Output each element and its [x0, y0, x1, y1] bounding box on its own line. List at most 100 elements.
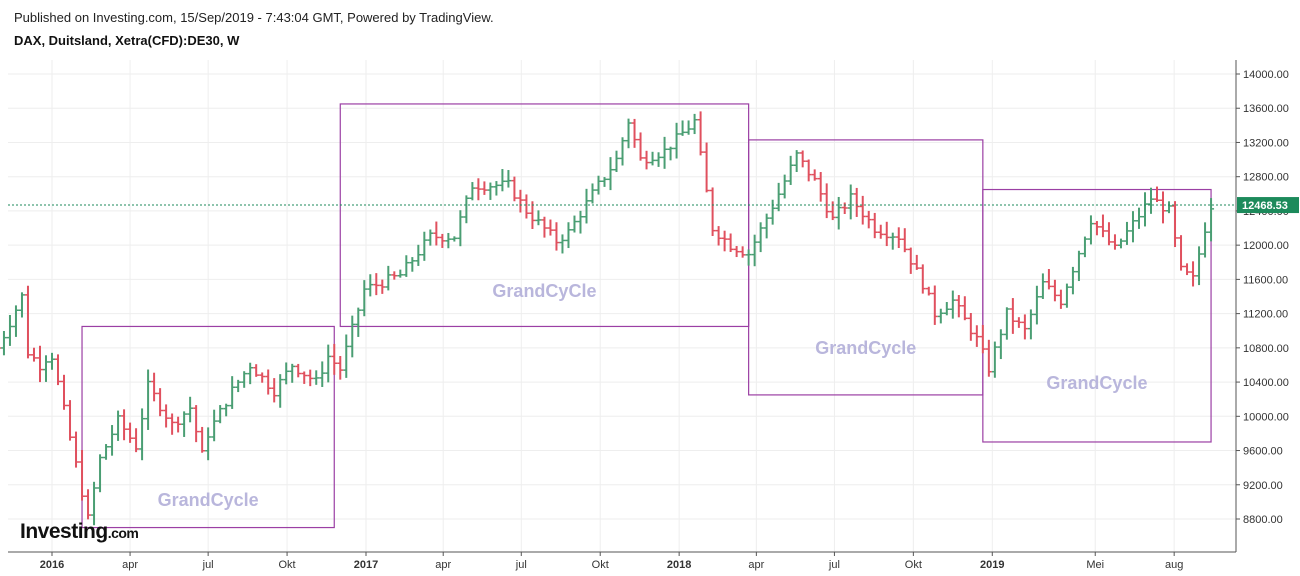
investing-logo[interactable]: Investing.com	[20, 520, 139, 543]
x-tick-label: 2019	[980, 559, 1004, 571]
ohlc-bar	[703, 142, 710, 193]
price-bars	[0, 111, 1215, 526]
ohlc-bar	[1123, 221, 1130, 245]
ohlc-bar	[403, 255, 410, 277]
ohlc-bar	[157, 388, 164, 417]
ohlc-bar	[1033, 285, 1040, 325]
ohlc-bar	[283, 362, 290, 385]
ohlc-bar	[835, 196, 842, 230]
ohlc-bar	[829, 201, 836, 221]
ohlc-bar	[943, 302, 950, 316]
ohlc-bar	[1117, 238, 1124, 249]
ohlc-bar	[163, 404, 170, 428]
ohlc-bar	[169, 413, 176, 435]
ohlc-bar	[445, 232, 452, 249]
ohlc-bar	[1208, 198, 1215, 242]
ohlc-bar	[133, 428, 140, 453]
x-tick-label: 2018	[667, 559, 691, 571]
ohlc-bar	[1075, 250, 1082, 282]
instrument-title: DAX, Duitsland, Xetra(CFD):DE30, W	[14, 33, 240, 48]
ohlc-bar	[475, 178, 482, 201]
ohlc-bar	[955, 295, 962, 318]
x-tick-label: jul	[515, 559, 527, 571]
ohlc-bar	[247, 362, 254, 385]
ohlc-bar	[1154, 186, 1161, 203]
ohlc-bar	[493, 181, 500, 196]
ohlc-bar	[115, 410, 122, 441]
ohlc-bar	[1160, 191, 1167, 224]
ohlc-bar	[451, 236, 458, 242]
ohlc-bar	[1099, 214, 1106, 238]
ohlc-bar	[151, 372, 158, 402]
ohlc-bar	[907, 247, 914, 274]
ohlc-bar	[1045, 269, 1052, 290]
ohlc-bar	[1111, 234, 1118, 250]
ohlc-bar	[745, 249, 752, 266]
ohlc-bar	[1003, 307, 1010, 340]
ohlc-bar	[823, 183, 830, 219]
ohlc-bar	[673, 122, 680, 159]
ohlc-bar	[529, 201, 536, 230]
ohlc-bar	[847, 184, 854, 220]
ohlc-bar	[499, 169, 506, 192]
ohlc-bar	[397, 269, 404, 278]
ohlc-bar	[991, 341, 998, 378]
logo-text: Investing.com	[20, 520, 138, 543]
ohlc-bar	[985, 339, 992, 377]
ohlc-bar	[12, 305, 19, 337]
cycle-boxes	[81, 103, 1212, 529]
ohlc-bar	[1081, 236, 1088, 258]
ohlc-bar	[409, 257, 416, 272]
ohlc-bar	[103, 444, 110, 460]
ohlc-bar	[631, 118, 638, 148]
cycle-box	[982, 188, 1212, 443]
ohlc-bar	[949, 290, 956, 319]
ohlc-bar	[481, 181, 488, 195]
ohlc-bar	[1063, 283, 1070, 308]
ohlc-bar	[667, 146, 674, 161]
y-tick-label: 12000.00	[1243, 240, 1289, 252]
y-tick-label: 13600.00	[1243, 103, 1289, 115]
y-axis-ticks: 14000.0013600.0013200.0012800.0012400.00…	[1236, 69, 1289, 526]
ohlc-bar	[979, 324, 986, 354]
cycle-box-label: GrandCyCle	[492, 281, 596, 301]
ohlc-bar	[607, 157, 614, 191]
ohlc-bar	[787, 155, 794, 185]
logo-word: Investing	[20, 520, 108, 543]
x-tick-label: Okt	[905, 559, 922, 571]
ohlc-bar	[325, 344, 332, 383]
ohlc-bar	[589, 183, 596, 204]
last-price-badge: 12468.53	[1237, 197, 1299, 214]
ohlc-bar	[799, 150, 806, 168]
x-tick-label: jul	[828, 559, 840, 571]
ohlc-bar	[505, 170, 512, 188]
ohlc-bar	[1039, 273, 1046, 299]
ohlc-bar	[253, 364, 260, 377]
ohlc-bar	[1148, 187, 1154, 214]
ohlc-bar	[1105, 222, 1112, 246]
ohlc-bar	[24, 285, 31, 359]
ohlc-bar	[553, 222, 560, 251]
ohlc-bar	[721, 230, 728, 252]
ohlc-bar	[67, 400, 74, 441]
ohlc-bar	[811, 169, 818, 181]
ohlc-bar	[805, 159, 812, 182]
ohlc-bar	[691, 113, 698, 135]
last-price-badge-bg	[1237, 197, 1299, 214]
ohlc-bar	[439, 233, 446, 248]
ohlc-bar	[817, 172, 824, 202]
ohlc-bar	[769, 199, 776, 225]
ohlc-bar	[265, 369, 272, 395]
ohlc-bar	[85, 489, 92, 520]
ohlc-bar	[6, 315, 13, 346]
ohlc-bar	[697, 111, 704, 156]
y-tick-label: 14000.00	[1243, 69, 1289, 81]
ohlc-bar	[595, 175, 602, 195]
ohlc-bar	[79, 449, 86, 501]
ohlc-bar	[889, 232, 896, 250]
ohlc-bar	[0, 347, 1, 349]
ohlc-bar	[289, 363, 296, 383]
cycle-box	[81, 325, 335, 529]
ohlc-bar	[385, 265, 392, 291]
